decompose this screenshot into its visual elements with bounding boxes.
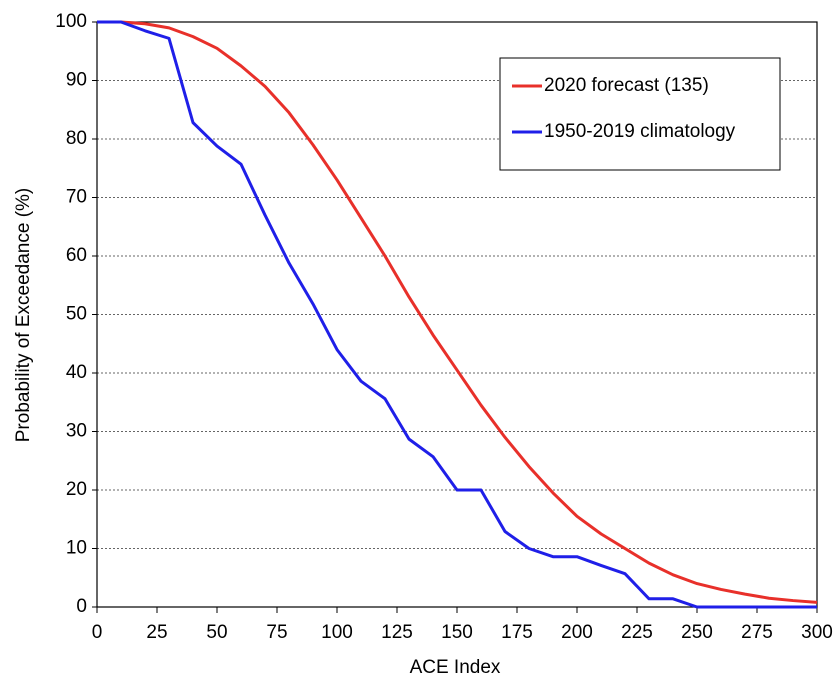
legend-label: 2020 forecast (135) (544, 75, 709, 96)
y-tick-label: 50 (66, 304, 87, 325)
y-tick-label: 80 (66, 128, 87, 149)
x-tick-label: 175 (501, 622, 533, 643)
legend-label: 1950-2019 climatology (544, 121, 736, 142)
y-tick-label: 30 (66, 421, 87, 442)
x-tick-label: 200 (561, 622, 593, 643)
x-axis-label: ACE Index (410, 657, 501, 678)
data-line (97, 20, 817, 609)
x-tick-label: 225 (621, 622, 653, 643)
x-tick-label: 75 (266, 622, 287, 643)
y-tick-label: 40 (66, 362, 87, 383)
x-tick-label: 50 (206, 622, 227, 643)
x-tick-label: 250 (681, 622, 713, 643)
legend-box (499, 57, 781, 171)
y-tick-label: 100 (55, 11, 87, 32)
y-tick-label: 70 (66, 187, 87, 208)
plot-frame (96, 21, 818, 608)
x-tick-label: 125 (381, 622, 413, 643)
y-tick-label: 90 (66, 70, 87, 91)
x-tick-label: 275 (741, 622, 773, 643)
x-tick-label: 25 (146, 622, 167, 643)
y-tick-label: 0 (76, 596, 87, 617)
y-tick-label: 20 (66, 479, 87, 500)
x-tick-label: 150 (441, 622, 473, 643)
data-line (97, 20, 818, 604)
x-tick-label: 300 (801, 622, 833, 643)
y-tick-label: 60 (66, 245, 87, 266)
x-tick-label: 0 (92, 622, 103, 643)
x-tick-label: 100 (321, 622, 353, 643)
y-tick-label: 10 (66, 538, 87, 559)
y-axis-label: Probability of Exceedance (%) (13, 188, 34, 443)
